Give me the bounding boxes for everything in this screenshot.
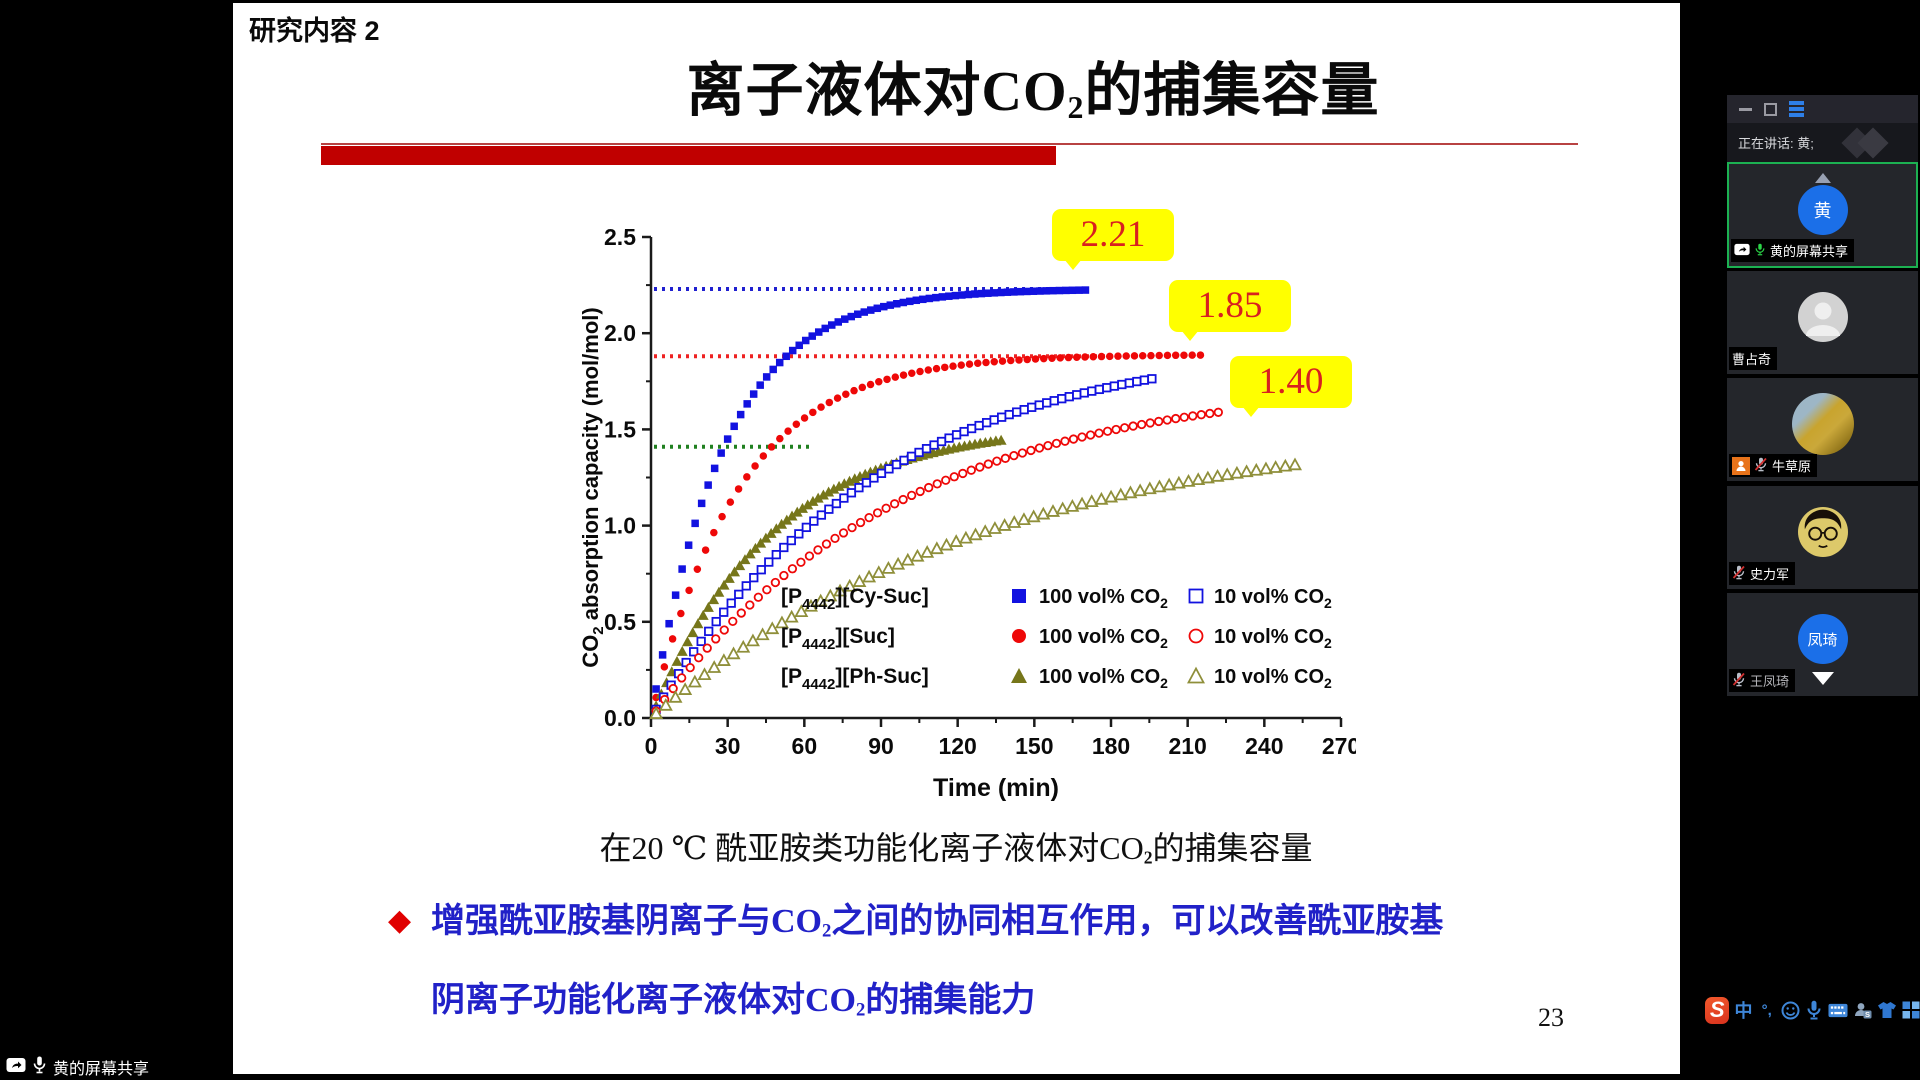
bullet-text: 增强酰亚胺基阴离子与CO2之间的协同相互作用，可以改善酰亚胺基 阴离子功能化离子… [431,887,1621,1044]
chart-caption: 在20 ℃ 酰亚胺类功能化离子液体对CO2的捕集容量 [599,830,1313,868]
svg-text:[P4442][Suc]: [P4442][Suc] [781,625,895,653]
page-number: 23 [1538,1003,1564,1032]
skin-icon[interactable] [1877,999,1897,1021]
participant-name-row: 曹占奇 [1729,347,1778,370]
meeting-sidebar: 正在讲话: 黄; 黄黄的屏幕共享曹占奇牛草原史力军凤琦 王凤琦 [1727,0,1918,1080]
svg-text:Time (min): Time (min) [933,774,1059,802]
avatar: 黄 [1797,185,1848,235]
data-label-suc: 1.85 [1169,280,1291,341]
minimize-icon[interactable] [1739,107,1752,111]
participant-name: 牛草原 [1772,459,1812,474]
screen-share-banner: 黄的屏幕共享 [6,1055,149,1079]
title-underline-thin [321,143,1578,145]
svg-text:0: 0 [645,733,658,759]
svg-text:120: 120 [938,733,976,759]
screen-share-icon [1734,243,1750,259]
mic-muted-icon [1732,565,1746,583]
screen-share-banner-label: 黄的屏幕共享 [53,1061,150,1078]
avatar: 凤琦 [1797,614,1848,664]
meeting-app-logo [1841,127,1890,159]
participant-name: 王凤琦 [1750,674,1790,689]
participant-tile[interactable]: 曹占奇 [1727,271,1918,374]
avatar [1797,507,1848,557]
avatar [1797,292,1848,342]
svg-text:100 vol% CO2: 100 vol% CO2 [1039,586,1168,611]
svg-text:240: 240 [1245,733,1283,759]
avatar [1791,393,1854,455]
chinese-mode-icon[interactable]: 中 [1734,1001,1753,1021]
slide-section-header: 研究内容 2 [249,16,380,46]
svg-text:2.0: 2.0 [604,320,636,346]
participant-tile[interactable]: 黄黄的屏幕共享 [1727,162,1918,268]
screen-share-icon [6,1057,26,1078]
svg-text:150: 150 [1015,733,1053,759]
participant-name-row: 牛草原 [1729,454,1818,477]
bullet-line-1: 增强酰亚胺基阴离子与CO2之间的协同相互作用，可以改善酰亚胺基 [431,902,1444,942]
svg-text:90: 90 [868,733,894,759]
participant-name-row: 王凤琦 [1729,669,1796,692]
list-view-icon[interactable] [1789,101,1804,117]
emoji-icon[interactable] [1781,999,1800,1021]
participant-name: 曹占奇 [1732,352,1772,367]
active-speaker-label: 正在讲话: 黄; [1738,136,1814,151]
microphone-icon [33,1056,46,1079]
data-label-cy-suc: 2.21 [1052,209,1174,270]
sogou-logo-icon[interactable]: S [1705,996,1730,1024]
soft-keyboard-icon[interactable] [1828,999,1848,1021]
scroll-down-icon[interactable] [1812,672,1834,685]
svg-text:[P4442][Cy-Suc]: [P4442][Cy-Suc] [781,585,929,613]
svg-text:10 vol% CO2: 10 vol% CO2 [1214,626,1332,651]
svg-text:60: 60 [792,733,818,759]
svg-text:1.0: 1.0 [604,513,636,539]
svg-text:[P4442][Ph-Suc]: [P4442][Ph-Suc] [781,665,929,693]
co2-absorption-chart: 0 30 60 90 120 150 180 210 240 270 0.0 0.5 1.0 1.5 2.0… [576,218,1360,818]
maximize-icon[interactable] [1764,102,1777,116]
svg-text:100 vol% CO2: 100 vol% CO2 [1039,626,1168,651]
sidebar-window-controls [1727,95,1918,123]
participant-name: 史力军 [1750,567,1790,582]
slide-title: 离子液体对CO2的捕集容量 [686,58,1380,125]
participant-tile[interactable]: 牛草原 [1727,378,1918,481]
account-skin-icon[interactable]: S [1853,999,1872,1021]
svg-text:S: S [1865,1010,1870,1019]
svg-text:1.5: 1.5 [604,416,636,442]
svg-text:CO2 absorption capacity (mol/m: CO2 absorption capacity (mol/mol) [578,307,607,667]
svg-text:10 vol% CO2: 10 vol% CO2 [1214,666,1332,691]
svg-text:2.5: 2.5 [604,224,636,250]
data-label-ph-suc: 1.40 [1230,356,1352,417]
voice-input-icon[interactable] [1805,999,1823,1021]
participant-name-row: 黄的屏幕共享 [1731,239,1855,262]
svg-text:0.5: 0.5 [604,609,636,635]
punctuation-icon[interactable]: °, [1761,1001,1772,1019]
ime-toolbar: S 中 °, S [1705,993,1920,1027]
mic-muted-icon [1754,457,1768,475]
title-underline-bar [321,146,1056,165]
bullet-line-2: 阴离子功能化离子液体对CO2的捕集能力 [431,980,1036,1021]
toolbox-icon[interactable] [1902,999,1920,1021]
participant-name-row: 史力军 [1729,562,1796,585]
svg-text:210: 210 [1168,733,1206,759]
svg-text:0.0: 0.0 [604,705,636,731]
scroll-up-icon[interactable] [1814,173,1831,183]
participant-name: 黄的屏幕共享 [1770,244,1849,259]
shared-slide: 研究内容 2 离子液体对CO2的捕集容量 0 30 60 90 120 150 180 210… [233,3,1680,1074]
mic-muted-icon [1732,672,1746,690]
svg-text:10 vol% CO2: 10 vol% CO2 [1214,586,1332,611]
svg-text:180: 180 [1092,733,1130,759]
svg-text:30: 30 [715,733,741,759]
participant-tile[interactable]: 史力军 [1727,486,1918,589]
person-badge-icon [1732,456,1750,475]
svg-text:270: 270 [1322,733,1356,759]
svg-text:100 vol% CO2: 100 vol% CO2 [1039,666,1168,691]
mic-on-icon [1754,242,1766,260]
